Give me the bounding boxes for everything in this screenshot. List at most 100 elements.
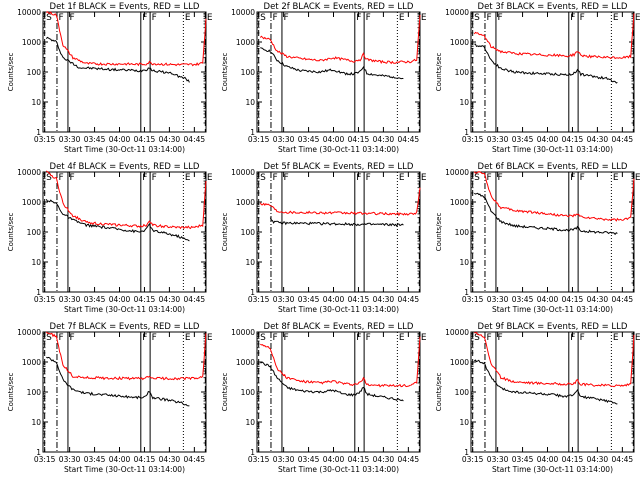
y-tick-label: 10 [31, 418, 41, 427]
x-tick-label: 04:45 [612, 295, 634, 304]
x-tick-label: 03:15 [248, 295, 270, 304]
plot-title: Det 5f BLACK = Events, RED = LLD [264, 162, 414, 172]
x-axis-label: Start Time (30-Oct-11 03:14:00) [492, 145, 613, 154]
x-tick-label: 04:00 [537, 455, 559, 464]
y-tick-label: 1000 [450, 198, 469, 207]
x-axis-label: Start Time (30-Oct-11 03:14:00) [492, 465, 613, 474]
x-tick-label: 03:45 [512, 135, 534, 144]
y-tick-label: 10000 [17, 168, 41, 177]
y-axis-label: Counts/sec [435, 213, 443, 252]
detector-panel-3: Det 3f BLACK = Events, RED = LLD 1 10 100 10… [435, 2, 640, 154]
y-tick-label: 1 [36, 128, 41, 137]
y-tick-label: 10000 [445, 168, 469, 177]
y-tick-label: 10000 [445, 8, 469, 17]
plot-title: Det 7f BLACK = Events, RED = LLD [50, 322, 200, 332]
y-tick-label: 100 [241, 228, 256, 237]
y-axis-label: Counts/sec [221, 213, 229, 252]
y-tick-label: 1000 [22, 198, 41, 207]
y-axis-label: Counts/sec [7, 373, 15, 412]
x-tick-label: 03:30 [273, 455, 295, 464]
event-marker-label: F [580, 333, 585, 343]
lld-series-line [259, 187, 421, 217]
event-marker-label: F [580, 13, 585, 23]
event-marker-label: F [366, 173, 371, 183]
event-marker-label: F [580, 173, 585, 183]
plot-title: Det 2f BLACK = Events, RED = LLD [264, 2, 414, 12]
event-marker-label: F [272, 173, 277, 183]
event-marker-label: E [207, 333, 213, 343]
y-tick-label: 100 [455, 388, 470, 397]
y-tick-label: 10 [459, 98, 469, 107]
event-marker-label: S [474, 333, 480, 343]
event-marker-label: F [497, 333, 502, 343]
detector-panel-8: Det 8f BLACK = Events, RED = LLD 1 10 100 10… [221, 322, 427, 474]
event-marker-label: F [356, 173, 361, 183]
x-axis-label: Start Time (30-Oct-11 03:14:00) [492, 305, 613, 314]
x-tick-label: 03:15 [462, 295, 484, 304]
events-series-line [260, 361, 404, 402]
event-marker-label: E [185, 13, 191, 23]
y-tick-label: 1 [36, 448, 41, 457]
event-marker-label: E [399, 333, 405, 343]
x-tick-label: 04:45 [612, 135, 634, 144]
y-tick-label: 10000 [231, 8, 255, 17]
x-tick-label: 04:15 [348, 135, 370, 144]
event-marker-label: S [260, 13, 266, 23]
events-series-line [45, 36, 190, 83]
detector-panel-5: Det 5f BLACK = Events, RED = LLD 1 10 100 10… [221, 162, 427, 314]
lld-series-line [473, 171, 635, 222]
y-tick-label: 1000 [450, 38, 469, 47]
x-tick-label: 04:15 [134, 295, 156, 304]
event-marker-label: F [272, 13, 277, 23]
y-tick-label: 1 [250, 448, 255, 457]
x-axis-label: Start Time (30-Oct-11 03:14:00) [278, 465, 399, 474]
y-tick-label: 1000 [236, 198, 255, 207]
event-marker-label: F [497, 13, 502, 23]
event-marker-label: E [635, 333, 640, 343]
x-tick-label: 03:15 [462, 135, 484, 144]
event-marker-label: S [46, 333, 52, 343]
events-series-line [269, 217, 404, 227]
y-tick-label: 1 [464, 448, 469, 457]
event-marker-label: E [207, 13, 213, 23]
event-marker-label: F [570, 13, 575, 23]
y-tick-label: 10 [245, 418, 255, 427]
lld-series-line [260, 336, 421, 388]
y-tick-label: 10000 [231, 328, 255, 337]
y-axis-label: Counts/sec [435, 53, 443, 92]
x-tick-label: 04:00 [323, 135, 345, 144]
event-marker-label: F [366, 13, 371, 23]
x-tick-label: 04:30 [373, 295, 395, 304]
x-tick-label: 03:30 [59, 135, 81, 144]
x-tick-label: 04:30 [587, 135, 609, 144]
x-axis-label: Start Time (30-Oct-11 03:14:00) [278, 145, 399, 154]
y-tick-label: 10 [245, 98, 255, 107]
lld-series-line [46, 170, 207, 230]
detector-panel-6: Det 6f BLACK = Events, RED = LLD 1 10 100 10… [435, 162, 640, 314]
detector-panel-4: Det 4f BLACK = Events, RED = LLD 1 10 100 10… [7, 162, 213, 314]
x-tick-label: 04:30 [373, 135, 395, 144]
x-tick-label: 04:00 [109, 295, 131, 304]
x-tick-label: 04:30 [159, 295, 181, 304]
y-tick-label: 1000 [22, 38, 41, 47]
x-tick-label: 04:45 [612, 455, 634, 464]
event-marker-label: F [69, 173, 74, 183]
y-tick-label: 100 [27, 228, 42, 237]
event-marker-label: F [283, 13, 288, 23]
event-marker-label: F [58, 173, 63, 183]
events-series-line [474, 43, 618, 84]
x-axis-label: Start Time (30-Oct-11 03:14:00) [64, 145, 185, 154]
event-marker-label: S [474, 13, 480, 23]
x-tick-label: 04:30 [159, 455, 181, 464]
x-tick-label: 04:00 [323, 295, 345, 304]
event-marker-label: S [474, 173, 480, 183]
y-tick-label: 100 [27, 68, 42, 77]
event-marker-label: F [58, 13, 63, 23]
y-tick-label: 100 [27, 388, 42, 397]
x-tick-label: 03:45 [298, 295, 320, 304]
x-tick-label: 04:15 [562, 135, 584, 144]
event-marker-label: S [260, 333, 266, 343]
plot-title: Det 1f BLACK = Events, RED = LLD [50, 2, 200, 12]
detector-panel-9: Det 9f BLACK = Events, RED = LLD 1 10 100 10… [435, 322, 640, 474]
y-axis-label: Counts/sec [7, 213, 15, 252]
